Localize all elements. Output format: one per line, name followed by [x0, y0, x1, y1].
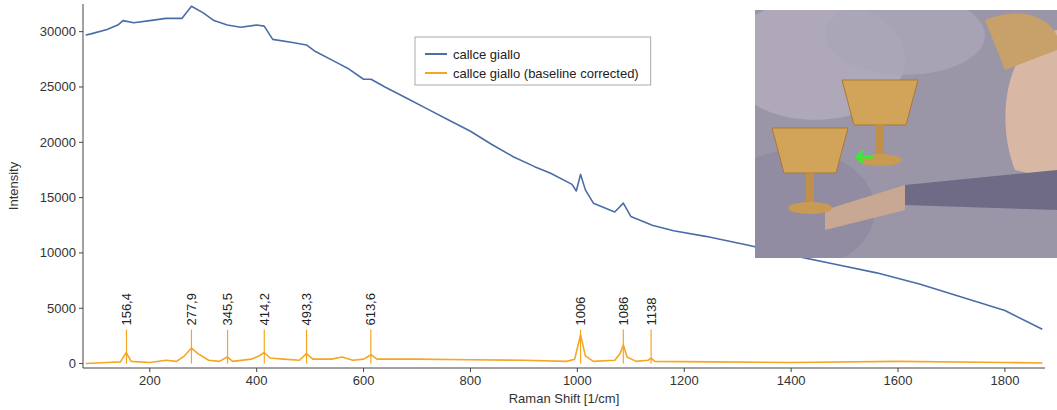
peak-marker	[227, 330, 228, 364]
inset-chalice-cup	[772, 128, 848, 173]
x-tick-label: 600	[353, 373, 375, 388]
x-tick	[149, 368, 150, 372]
legend-swatch	[425, 53, 447, 55]
x-tick-label: 800	[460, 373, 482, 388]
y-tick-label: 5000	[47, 301, 76, 316]
x-tick-label: 1400	[777, 373, 806, 388]
x-tick	[470, 368, 471, 372]
peak-marker	[264, 330, 265, 364]
legend-label: callce giallo	[453, 47, 520, 62]
y-axis-title: Intensity	[6, 161, 21, 210]
inset-chalice-stem	[806, 173, 814, 205]
y-tick-label: 15000	[40, 190, 76, 205]
y-tick	[79, 86, 83, 87]
y-tick-label: 10000	[40, 245, 76, 260]
peak-marker	[651, 330, 652, 364]
inset-chalice-cup	[842, 80, 918, 125]
inset-sleeve	[905, 170, 1057, 210]
y-tick	[79, 142, 83, 143]
peak-marker	[623, 330, 624, 364]
y-tick-label: 20000	[40, 135, 76, 150]
y-tick	[79, 308, 83, 309]
inset-content	[755, 10, 1057, 258]
peak-marker	[580, 330, 581, 364]
y-tick	[79, 363, 83, 364]
y-tick	[79, 31, 83, 32]
inset-hair	[985, 13, 1057, 70]
x-tick	[1004, 368, 1005, 372]
legend-box	[415, 37, 651, 85]
peak-label: 1086	[616, 297, 631, 326]
peak-label: 493,3	[299, 293, 314, 326]
x-tick	[363, 368, 364, 372]
y-tick-label: 30000	[40, 24, 76, 39]
peak-label: 613,6	[363, 293, 378, 326]
peak-label: 414,2	[257, 293, 272, 326]
peak-label: 1006	[573, 297, 588, 326]
peak-label: 1138	[644, 298, 659, 326]
x-tick	[577, 368, 578, 372]
y-tick-label: 0	[69, 356, 76, 371]
peak-label: 345,5	[220, 293, 235, 326]
y-tick	[79, 252, 83, 253]
inset-chalice-stem	[876, 125, 884, 157]
x-tick	[898, 368, 899, 372]
inset-photo	[715, 0, 1057, 270]
peak-marker	[306, 330, 307, 364]
x-tick-label: 1000	[563, 373, 592, 388]
y-axis-line	[83, 4, 84, 368]
y-tick	[79, 197, 83, 198]
peak-label: 277,9	[184, 293, 199, 326]
x-tick-label: 1600	[884, 373, 913, 388]
x-tick-label: 400	[246, 373, 268, 388]
x-tick-label: 200	[139, 373, 161, 388]
x-axis-title: Raman Shift [1/cm]	[509, 391, 620, 406]
peak-label: 156,4	[119, 293, 134, 326]
inset-arrow	[857, 151, 873, 163]
legend-label: callce giallo (baseline corrected)	[453, 66, 639, 81]
x-tick	[256, 368, 257, 372]
x-tick	[791, 368, 792, 372]
x-tick-label: 1800	[990, 373, 1019, 388]
x-tick-label: 1200	[670, 373, 699, 388]
inset-cloud	[825, 10, 985, 75]
chart: 200 400 600 800 1000 1200 1400 1600 1800 0 5000 100…	[0, 0, 1057, 410]
legend: callce giallo callce giallo (baseline cor…	[415, 37, 651, 85]
inset-chalice-foot	[788, 202, 832, 214]
inset-arm	[825, 185, 905, 230]
peak-marker	[370, 330, 371, 364]
x-tick	[684, 368, 685, 372]
legend-swatch	[425, 72, 447, 74]
peak-marker	[126, 330, 127, 364]
y-tick-label: 25000	[40, 79, 76, 94]
series-line	[86, 335, 1043, 364]
peak-marker	[191, 330, 192, 364]
x-axis-line	[83, 368, 1045, 369]
